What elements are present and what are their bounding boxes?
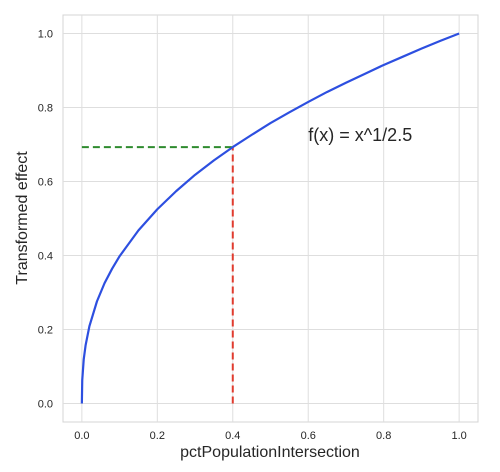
- y-tick-label-5: 1.0: [38, 29, 53, 41]
- series-line-0: [80, 32, 460, 404]
- annotation-layer: f(x) = x^1/2.5: [308, 125, 412, 145]
- y-tick-label-2: 0.4: [38, 251, 53, 263]
- x-tick-label-3: 0.6: [301, 430, 316, 442]
- x-tick-label-1: 0.2: [150, 430, 165, 442]
- x-tick-label-2: 0.4: [225, 430, 240, 442]
- x-tick-label-0: 0.0: [74, 430, 89, 442]
- grid-layer: [63, 15, 478, 422]
- y-tick-label-0: 0.0: [38, 399, 53, 411]
- y-axis-label: Transformed effect: [14, 151, 31, 285]
- tick-labels: 0.0 0.2 0.4 0.6 0.8 1.0 0.0 0.2 0.4 0.6 0.8 1.0: [38, 29, 467, 443]
- plot-area: [62, 14, 479, 423]
- annotation-label-0: f(x) = x^1/2.5: [308, 125, 412, 145]
- y-tick-label-1: 0.2: [38, 325, 53, 337]
- y-tick-label-4: 0.8: [38, 103, 53, 115]
- reference-lines: [81, 146, 234, 404]
- x-axis-label: pctPopulationIntersection: [180, 444, 360, 461]
- x-tick-label-4: 0.8: [376, 430, 391, 442]
- series-layer: [80, 32, 460, 404]
- y-tick-label-3: 0.6: [38, 177, 53, 189]
- x-tick-label-5: 1.0: [451, 430, 466, 442]
